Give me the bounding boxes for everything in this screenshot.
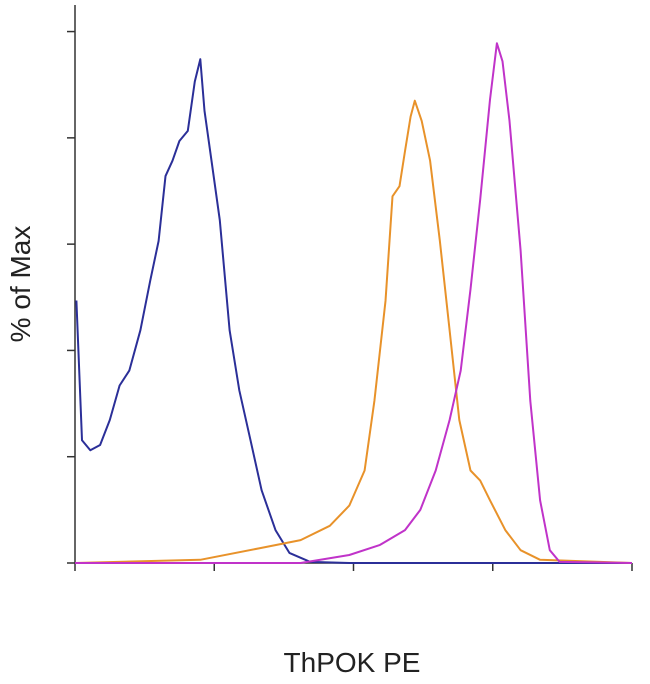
histogram-line (75, 58, 632, 564)
histogram-line (74, 99, 633, 564)
y-axis-label: % of Max (5, 226, 36, 343)
x-axis-label: ThPOK PE (284, 647, 421, 678)
histogram-line (75, 42, 633, 564)
